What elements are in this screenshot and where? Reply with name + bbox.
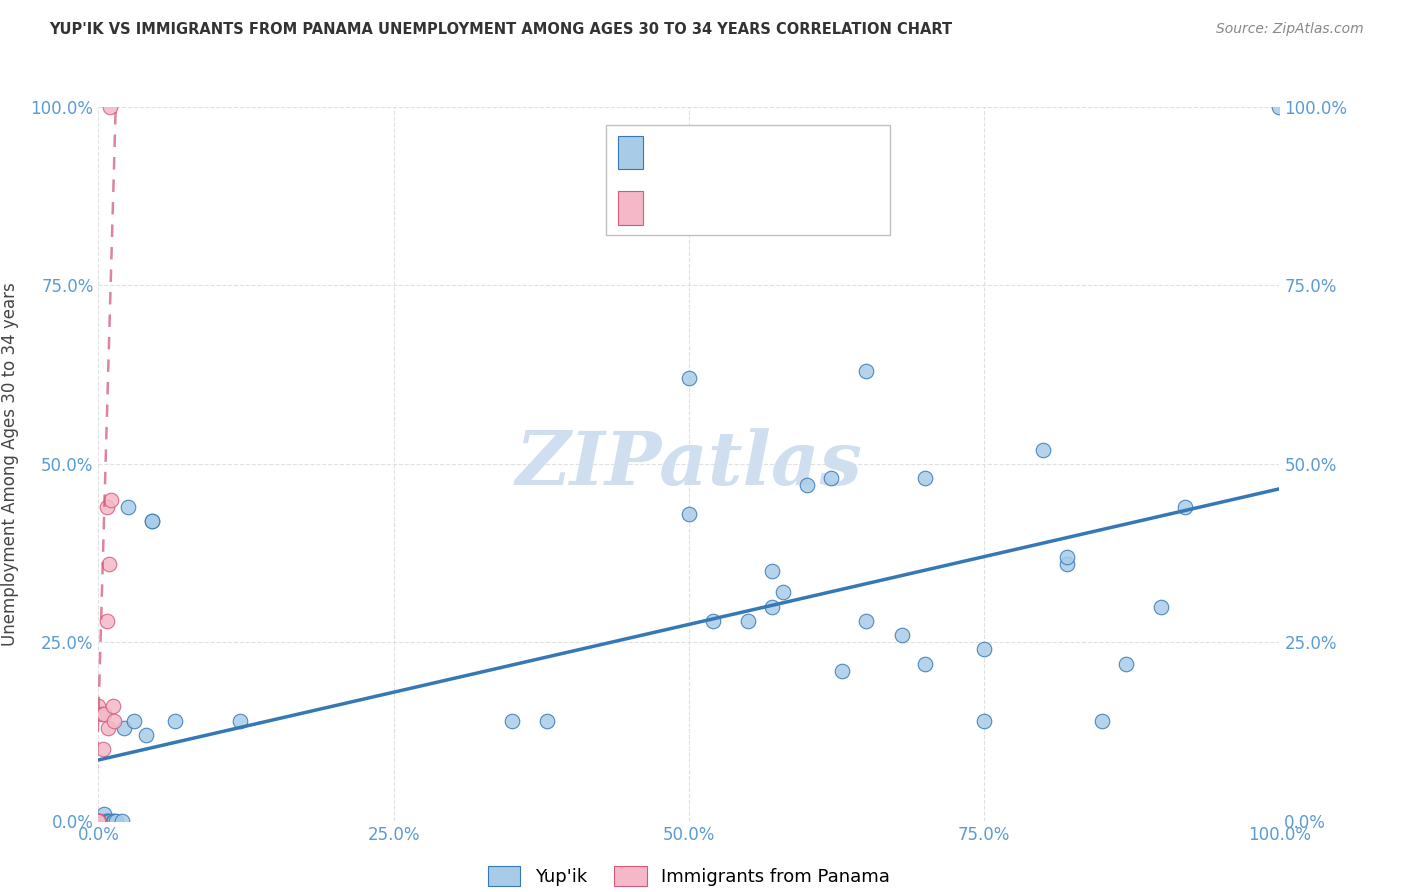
Point bbox=[112, 721, 135, 735]
Point bbox=[111, 814, 134, 828]
Text: Source: ZipAtlas.com: Source: ZipAtlas.com bbox=[1216, 22, 1364, 37]
Point bbox=[91, 742, 114, 756]
Text: ZIPatlas: ZIPatlas bbox=[516, 427, 862, 500]
Point bbox=[87, 814, 110, 828]
Point bbox=[93, 806, 115, 821]
Point bbox=[141, 514, 163, 528]
Point bbox=[1268, 100, 1291, 114]
Point bbox=[101, 699, 124, 714]
Point bbox=[1056, 557, 1078, 571]
Point bbox=[89, 814, 111, 828]
Point bbox=[973, 642, 995, 657]
Point bbox=[87, 814, 110, 828]
Point bbox=[796, 478, 818, 492]
Point bbox=[103, 814, 125, 828]
Text: YUP'IK VS IMMIGRANTS FROM PANAMA UNEMPLOYMENT AMONG AGES 30 TO 34 YEARS CORRELAT: YUP'IK VS IMMIGRANTS FROM PANAMA UNEMPLO… bbox=[49, 22, 952, 37]
Point bbox=[135, 728, 157, 742]
Point bbox=[678, 371, 700, 385]
Point bbox=[1115, 657, 1137, 671]
Point bbox=[105, 814, 128, 828]
Point bbox=[973, 714, 995, 728]
Point bbox=[96, 814, 118, 828]
Point bbox=[98, 814, 121, 828]
Text: R = 0.484   N = 49: R = 0.484 N = 49 bbox=[652, 143, 853, 162]
Text: R = 0.607   N = 20: R = 0.607 N = 20 bbox=[652, 198, 852, 218]
Point bbox=[737, 614, 759, 628]
Point bbox=[914, 471, 936, 485]
Point bbox=[87, 814, 110, 828]
Point bbox=[702, 614, 724, 628]
Point bbox=[87, 814, 110, 828]
Point bbox=[98, 100, 121, 114]
Point bbox=[96, 614, 118, 628]
Point bbox=[914, 657, 936, 671]
Point bbox=[98, 557, 121, 571]
Point bbox=[761, 564, 783, 578]
Point bbox=[91, 814, 114, 828]
Point bbox=[1174, 500, 1197, 514]
Point bbox=[100, 492, 122, 507]
Point bbox=[141, 514, 163, 528]
Point bbox=[91, 706, 114, 721]
Point bbox=[93, 706, 115, 721]
Point bbox=[890, 628, 912, 642]
Point bbox=[831, 664, 853, 678]
Point bbox=[87, 814, 110, 828]
Point bbox=[87, 814, 110, 828]
Point bbox=[1056, 549, 1078, 564]
Point bbox=[97, 814, 120, 828]
Point bbox=[96, 500, 118, 514]
Point bbox=[501, 714, 523, 728]
Point bbox=[820, 471, 842, 485]
Point bbox=[94, 814, 117, 828]
Point bbox=[855, 614, 877, 628]
Point bbox=[117, 500, 139, 514]
Point bbox=[1032, 442, 1054, 457]
Point bbox=[1150, 599, 1173, 614]
Point bbox=[87, 814, 110, 828]
Point bbox=[97, 721, 120, 735]
Point bbox=[761, 599, 783, 614]
Point bbox=[87, 699, 110, 714]
Point bbox=[229, 714, 252, 728]
Point bbox=[772, 585, 794, 599]
Point bbox=[122, 714, 145, 728]
Point bbox=[101, 814, 124, 828]
Y-axis label: Unemployment Among Ages 30 to 34 years: Unemployment Among Ages 30 to 34 years bbox=[1, 282, 20, 646]
Legend: Yup'ik, Immigrants from Panama: Yup'ik, Immigrants from Panama bbox=[481, 858, 897, 892]
Point bbox=[678, 507, 700, 521]
Point bbox=[91, 814, 114, 828]
Point bbox=[87, 814, 110, 828]
Point bbox=[536, 714, 558, 728]
Point bbox=[103, 714, 125, 728]
Point bbox=[90, 814, 112, 828]
Point bbox=[165, 714, 187, 728]
Point bbox=[1091, 714, 1114, 728]
Point bbox=[87, 814, 110, 828]
Point bbox=[855, 364, 877, 378]
